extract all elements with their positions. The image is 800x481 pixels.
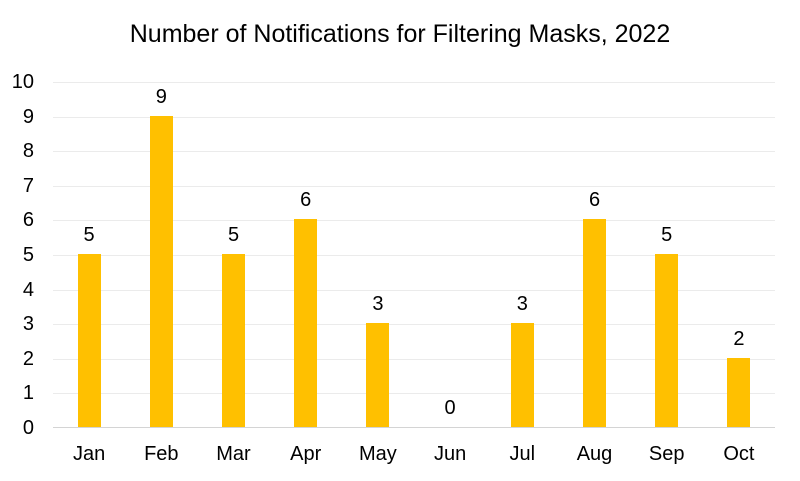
plot-area: 5 9 5 6 3 0 3 6 5 2 Jan Feb Mar Apr May Jun Jul Aug Sep Oc… bbox=[53, 82, 775, 465]
x-axis-tick-label: Apr bbox=[290, 443, 322, 465]
bar bbox=[583, 219, 606, 427]
x-axis-line bbox=[53, 427, 775, 428]
bar-value-label: 5 bbox=[83, 224, 95, 246]
y-axis-tick-label: 9 bbox=[22, 105, 34, 128]
x-axis-tick-label: Jul bbox=[509, 443, 536, 465]
bar-value-label: 9 bbox=[155, 85, 167, 108]
y-axis-tick-label: 2 bbox=[22, 347, 34, 370]
bar bbox=[294, 219, 318, 427]
bar-value-label: 5 bbox=[661, 224, 673, 246]
y-axis-tick-label: 10 bbox=[11, 71, 34, 93]
gridline bbox=[53, 324, 775, 326]
gridline bbox=[53, 358, 775, 360]
gridline bbox=[53, 151, 775, 153]
gridline bbox=[53, 289, 775, 291]
bar-value-label: 6 bbox=[300, 189, 312, 212]
bar bbox=[655, 254, 679, 427]
gridline bbox=[53, 82, 775, 83]
gridline bbox=[53, 393, 775, 395]
x-axis-tick-label: Oct bbox=[723, 443, 755, 465]
y-axis-tick-label: 3 bbox=[22, 313, 34, 336]
bar bbox=[77, 254, 101, 427]
x-axis-tick-label: Aug bbox=[576, 443, 613, 465]
bar-value-label: 6 bbox=[588, 189, 601, 212]
x-axis-tick-label: Sep bbox=[648, 443, 685, 465]
bar-value-label: 3 bbox=[372, 293, 384, 316]
y-axis-tick-label: 8 bbox=[22, 140, 34, 163]
bar bbox=[149, 115, 173, 427]
bar-value-label: 0 bbox=[444, 397, 456, 419]
x-axis-tick-label: Feb bbox=[144, 443, 179, 465]
y-axis-tick-label: 6 bbox=[22, 209, 34, 232]
x-axis-tick-label: Mar bbox=[216, 443, 251, 465]
y-axis-tick-label: 0 bbox=[22, 417, 34, 439]
bar-value-label: 2 bbox=[733, 327, 745, 350]
gridline bbox=[53, 255, 775, 256]
y-axis-tick-label: 1 bbox=[22, 382, 34, 405]
y-axis-tick-label: 7 bbox=[22, 174, 34, 197]
bar bbox=[510, 323, 534, 427]
y-axis-tick-label: 4 bbox=[22, 278, 34, 301]
bar bbox=[222, 254, 245, 427]
chart-title: Number of Notifications for Filtering Ma… bbox=[129, 20, 671, 48]
y-axis-tick-label: 5 bbox=[22, 244, 34, 266]
x-axis-tick-label: Jun bbox=[433, 443, 467, 465]
bar-value-label: 5 bbox=[227, 224, 240, 246]
bar bbox=[366, 323, 390, 427]
gridline bbox=[53, 220, 775, 222]
bar-value-label: 3 bbox=[516, 293, 528, 316]
x-axis-tick-label: Jan bbox=[72, 443, 106, 465]
bar bbox=[727, 357, 751, 427]
gridline bbox=[53, 116, 775, 118]
gridline bbox=[53, 185, 775, 187]
x-axis-tick-label: May bbox=[358, 443, 397, 465]
